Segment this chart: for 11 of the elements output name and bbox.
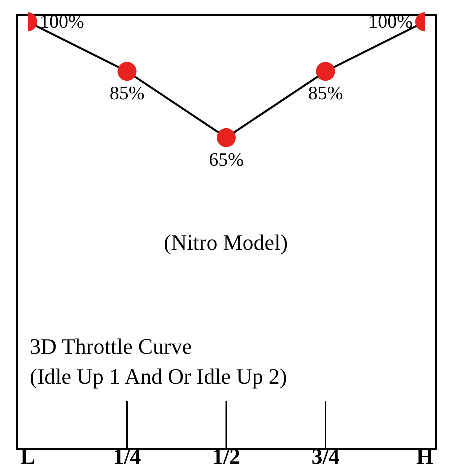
text: (Nitro Model) [162, 230, 290, 256]
text: 3D Throttle Curve [30, 334, 192, 360]
text: (Idle Up 1 And Or Idle Up 2) [30, 364, 288, 390]
data-label: 85% [308, 84, 344, 105]
data-label: 85% [110, 84, 145, 105]
data-label: 100% [368, 12, 414, 33]
x-tick-label: 1/2 [212, 444, 241, 469]
data-label: 65% [209, 150, 244, 171]
x-tick-label: 3/4 [312, 444, 340, 469]
x-tick-label: 1/4 [113, 444, 142, 469]
data-label: 100% [40, 12, 84, 33]
